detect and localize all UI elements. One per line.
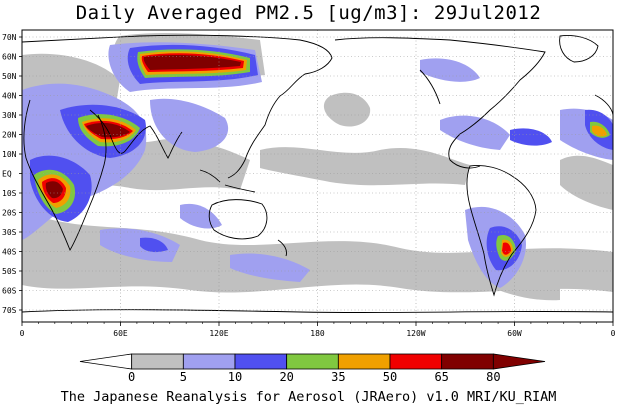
- lat-label: 40S: [2, 248, 17, 257]
- lat-label: 50S: [2, 267, 17, 276]
- colorbar-segment: [182, 353, 236, 370]
- colorbar-segment: [79, 353, 133, 370]
- colorbar-segment: [286, 353, 339, 370]
- lon-label: 60E: [113, 329, 128, 338]
- lon-label: 180: [310, 329, 325, 338]
- lon-label: 60W: [507, 329, 522, 338]
- colorbar-segment: [492, 353, 546, 370]
- colorbar: 0 5 10 20 35 50 65 80: [79, 353, 546, 384]
- colorbar-tick-label: 80: [486, 370, 500, 384]
- colorbar-segment: [337, 353, 391, 370]
- lat-label: 10S: [2, 189, 17, 198]
- lon-label: 0: [611, 329, 616, 338]
- colorbar-tick-label: 50: [383, 370, 397, 384]
- lon-label: 120E: [209, 329, 228, 338]
- longitude-labels: 0 60E 120E 180 120W 60W 0: [20, 322, 616, 338]
- lat-label: 60S: [2, 287, 17, 296]
- lat-label: 30N: [2, 111, 17, 120]
- lon-label: 0: [20, 329, 25, 338]
- map-gridlines: [22, 30, 613, 322]
- lat-label: 40N: [2, 92, 17, 101]
- lat-label: 60N: [2, 53, 17, 62]
- colorbar-segment: [234, 353, 288, 370]
- lat-label: 30S: [2, 228, 17, 237]
- colorbar-tick-label: 5: [180, 370, 187, 384]
- colorbar-segment: [441, 353, 494, 370]
- colorbar-tick-label: 35: [331, 370, 345, 384]
- pm25-field: [22, 30, 613, 322]
- lat-label: 70N: [2, 33, 17, 42]
- lat-label: EQ: [2, 170, 12, 179]
- latitude-labels: 70N 60N 50N 40N 30N 20N 10N EQ 10S 20S 30S 40S 50S 60…: [2, 33, 22, 315]
- lat-label: 20N: [2, 131, 17, 140]
- colorbar-tick-label: 10: [228, 370, 242, 384]
- colorbar-tick-label: 65: [434, 370, 448, 384]
- lat-label: 10N: [2, 150, 17, 159]
- lat-label: 70S: [2, 306, 17, 315]
- map-title: Daily Averaged PM2.5 [ug/m3]: 29Jul2012: [75, 2, 542, 24]
- lat-label: 50N: [2, 72, 17, 81]
- lat-label: 20S: [2, 209, 17, 218]
- colorbar-segment: [131, 353, 184, 370]
- colorbar-tick-label: 20: [279, 370, 293, 384]
- colorbar-segment: [389, 353, 443, 370]
- lon-label: 120W: [406, 329, 425, 338]
- footer-credit: The Japanese Reanalysis for Aerosol (JRA…: [60, 389, 557, 405]
- colorbar-tick-label: 0: [128, 370, 135, 384]
